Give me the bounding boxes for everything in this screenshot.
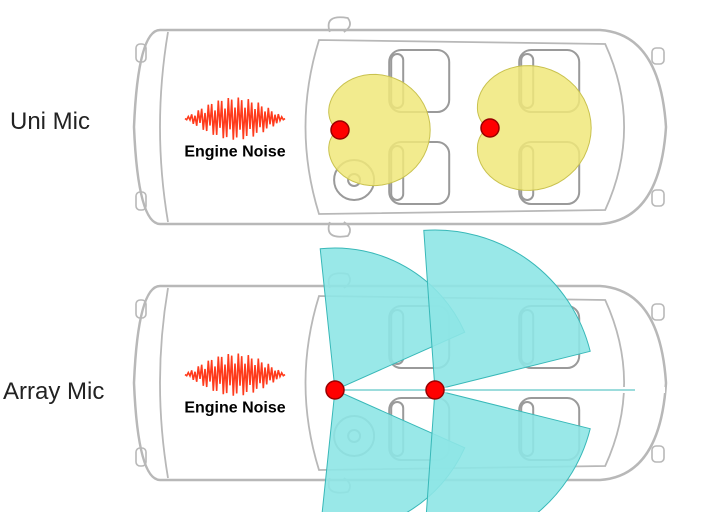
- pickup-pattern-beam: [424, 230, 590, 512]
- engine-noise-icon: Engine Noise: [184, 354, 285, 417]
- microphone-icon: [331, 121, 349, 139]
- engine-noise-label: Engine Noise: [184, 400, 285, 417]
- engine-noise-label: Engine Noise: [184, 144, 285, 161]
- microphone-icon: [426, 381, 444, 399]
- microphone-icon: [481, 119, 499, 137]
- uni-mic-label: Uni Mic: [10, 108, 90, 136]
- array-mic-label: Array Mic: [3, 378, 104, 406]
- engine-noise-icon: Engine Noise: [184, 98, 285, 161]
- microphone-icon: [326, 381, 344, 399]
